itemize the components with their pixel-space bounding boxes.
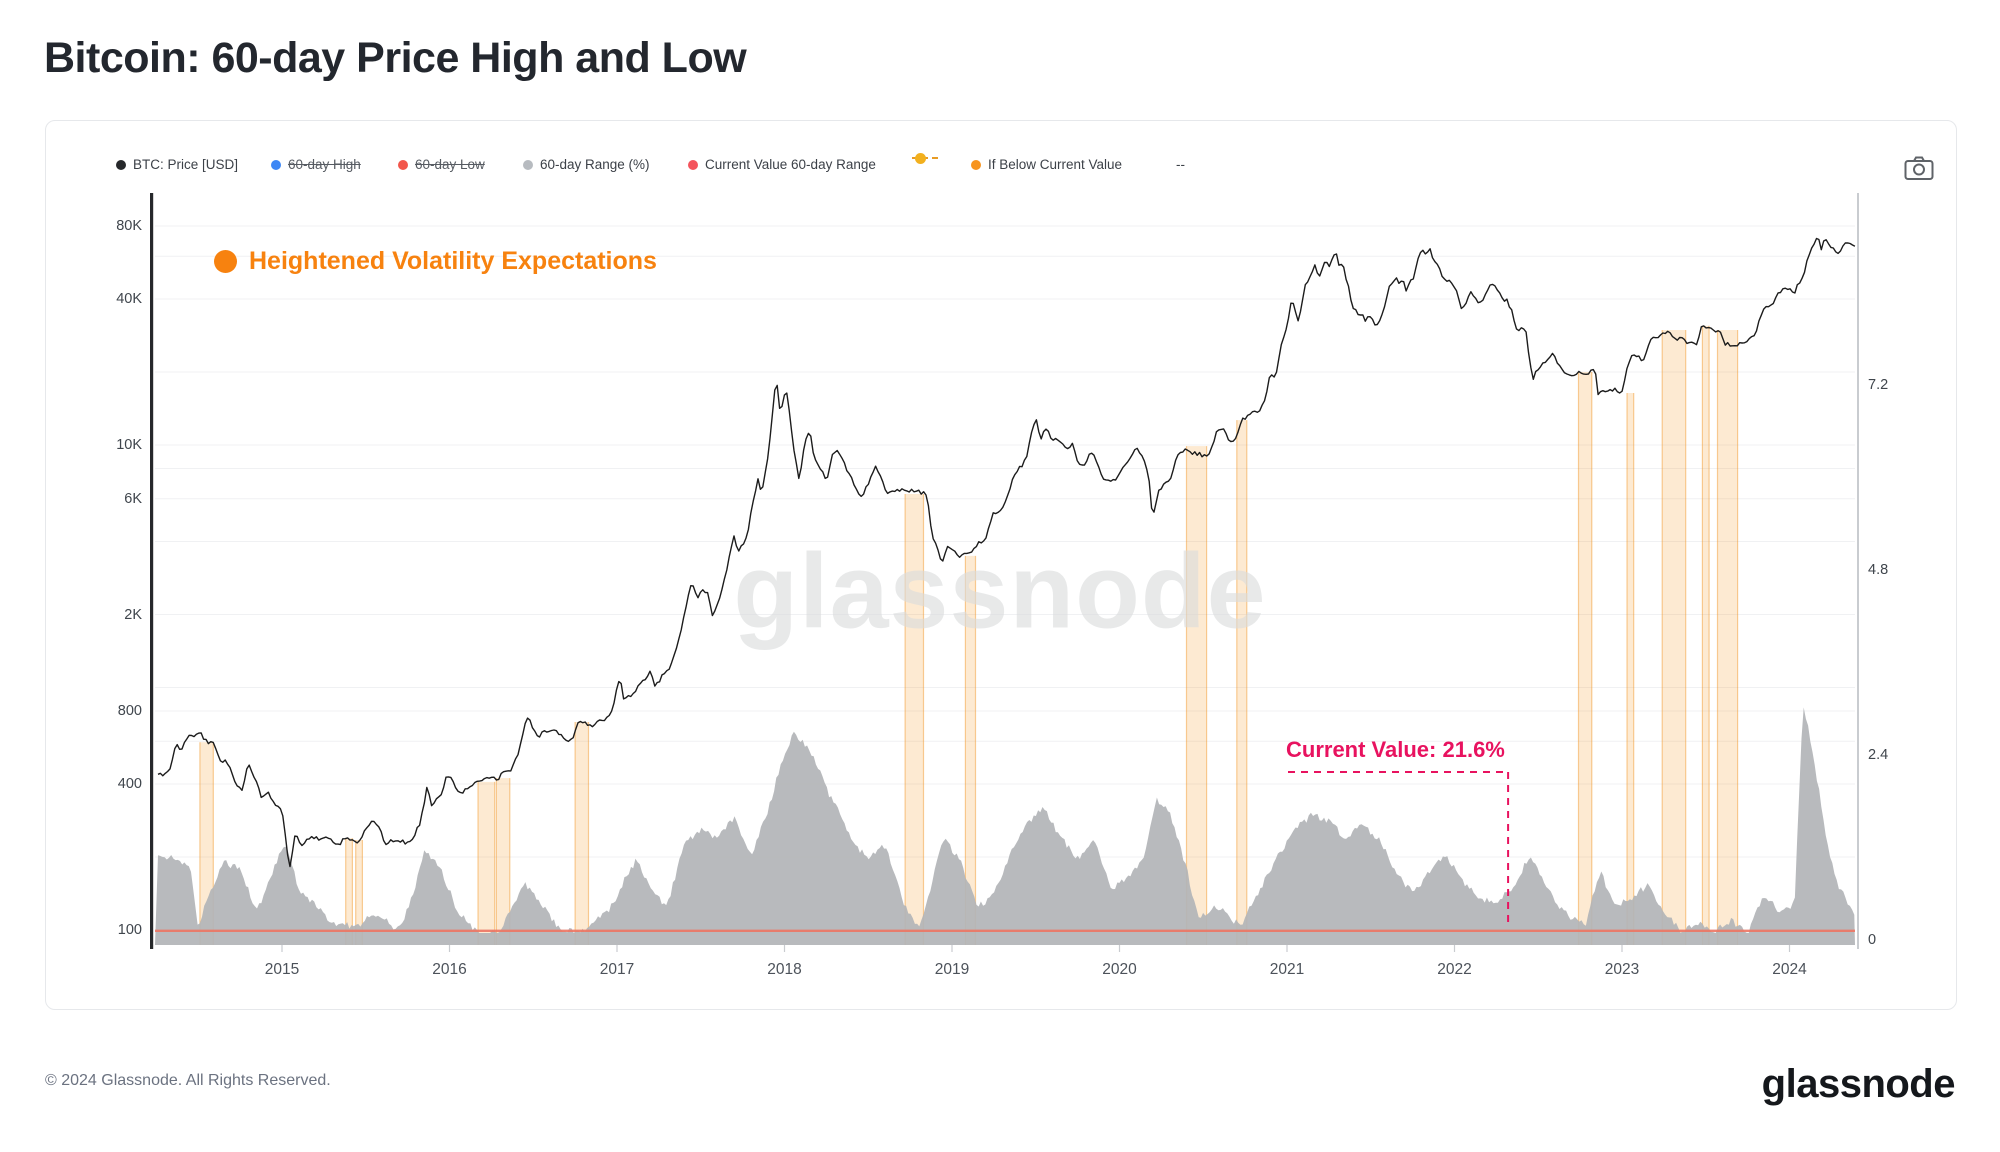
chart-card: BTC: Price [USD] 60-day High 60-day Low 60-… <box>45 120 1957 1010</box>
legend-marker-icon <box>116 159 126 170</box>
right-axis-tick-0: 0 <box>1868 932 1877 948</box>
x-axis-tick-2015: 2015 <box>264 961 300 978</box>
left-axis-tick-80K: 80K <box>116 218 142 234</box>
legend-marker-icon <box>398 159 408 170</box>
x-axis-tick-2021: 2021 <box>1269 961 1305 978</box>
legend-item-btc-price-usd[interactable]: BTC: Price [USD] <box>116 157 238 172</box>
legend-item-label: 60-day High <box>288 157 361 172</box>
chart-legend: BTC: Price [USD] 60-day High 60-day Low 60-… <box>46 153 1956 183</box>
left-axis-tick-800: 800 <box>117 703 142 719</box>
x-axis-tick-2017: 2017 <box>599 961 635 978</box>
x-axis-tick-2022: 2022 <box>1437 961 1472 978</box>
volatility-annotation: Heightened Volatility Expectations <box>214 247 657 276</box>
orange-dot-icon <box>214 250 237 273</box>
left-axis-tick-2K: 2K <box>124 606 142 623</box>
legend-item-label: Current Value 60-day Range <box>705 157 876 172</box>
x-axis-tick-2018: 2018 <box>767 961 802 978</box>
legend-marker-icon <box>971 159 981 170</box>
legend-item-label: BTC: Price [USD] <box>133 157 239 172</box>
legend-item-if-below-current-value[interactable]: If Below Current Value <box>971 157 1122 172</box>
left-axis-tick-40K: 40K <box>116 291 142 307</box>
glassnode-logo: glassnode <box>1761 1062 1956 1106</box>
x-axis-tick-2016: 2016 <box>432 961 467 978</box>
legend-item-60-day-high[interactable]: 60-day High <box>271 157 361 172</box>
footer-copyright: © 2024 Glassnode. All Rights Reserved. <box>45 1072 331 1089</box>
legend-dash-marker-icon <box>912 153 938 164</box>
legend-item-label: 60-day Range (%) <box>540 157 650 172</box>
legend-item-current-value-60-day-range[interactable]: Current Value 60-day Range <box>688 157 876 172</box>
x-axis-tick-2019: 2019 <box>934 961 970 978</box>
camera-icon <box>1904 156 1934 180</box>
legend-marker-icon <box>271 159 281 170</box>
left-axis-tick-6K: 6K <box>124 490 142 507</box>
legend-item-label: -- <box>1176 157 1185 172</box>
x-axis-tick-2020: 2020 <box>1102 961 1137 978</box>
volatility-annotation-label: Heightened Volatility Expectations <box>249 247 657 275</box>
legend-marker-icon <box>688 159 698 170</box>
glassnode-watermark: glassnode <box>733 532 1267 651</box>
legend-item-series-5[interactable] <box>912 153 945 164</box>
current-value-annotation: Current Value: 21.6% <box>1286 737 1505 762</box>
legend-item-[interactable]: -- <box>1176 157 1185 172</box>
right-axis-tick-7.2: 7.2 <box>1868 377 1889 393</box>
camera-export-button[interactable] <box>1904 155 1934 181</box>
left-axis-tick-10K: 10K <box>116 437 142 453</box>
legend-marker-icon <box>523 159 533 170</box>
right-axis-tick-4.8: 4.8 <box>1868 562 1889 578</box>
legend-item-label: 60-day Low <box>415 157 485 172</box>
legend-item-label: If Below Current Value <box>988 157 1123 172</box>
legend-item-60-day-low[interactable]: 60-day Low <box>398 157 485 172</box>
left-axis-tick-400: 400 <box>117 776 142 792</box>
legend-item-60-day-range[interactable]: 60-day Range (%) <box>523 157 650 172</box>
x-axis-tick-2023: 2023 <box>1604 961 1640 978</box>
x-axis-tick-2024: 2024 <box>1772 961 1807 978</box>
left-axis-tick-100: 100 <box>117 922 142 938</box>
page-title: Bitcoin: 60-day Price High and Low <box>44 34 747 82</box>
right-axis-tick-2.4: 2.4 <box>1868 747 1889 763</box>
